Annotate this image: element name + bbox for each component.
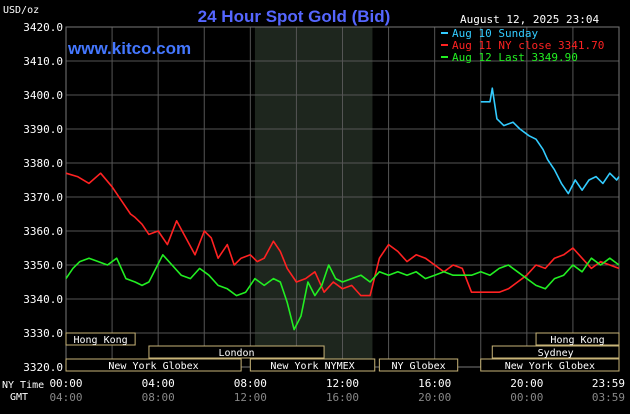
y-tick-label: 3340.0 — [23, 293, 63, 306]
session-bar — [148, 345, 325, 359]
x-tick-label-gmt: 08:00 — [142, 391, 175, 404]
x-tick-label-ny: 04:00 — [142, 377, 175, 390]
y-axis-unit-label: USD/oz — [3, 5, 39, 16]
y-tick-label: 3360.0 — [23, 225, 63, 238]
session-bar — [65, 358, 242, 372]
x-tick-label-gmt: 03:59 — [592, 391, 625, 404]
session-label: Hong Kong — [550, 335, 604, 346]
y-tick-label: 3380.0 — [23, 157, 63, 170]
session-label: Hong Kong — [73, 335, 127, 346]
x-tick-label-gmt: 04:00 — [49, 391, 82, 404]
chart-title: 24 Hour Spot Gold (Bid) — [198, 7, 391, 26]
market-sessions: Hong Kong London New York Globex New York N… — [65, 332, 620, 372]
x-tick-label-gmt: 16:00 — [326, 391, 359, 404]
session-bar — [249, 358, 376, 372]
session-label: London — [218, 348, 254, 359]
y-tick-label: 3370.0 — [23, 191, 63, 204]
x-tick-label-gmt: 12:00 — [234, 391, 267, 404]
series-line — [480, 87, 620, 195]
series-line — [65, 172, 620, 297]
x-tick-label-ny: 08:00 — [234, 377, 267, 390]
y-tick-label: 3390.0 — [23, 123, 63, 136]
x-tick-label-ny: 12:00 — [326, 377, 359, 390]
session-bar — [378, 358, 459, 372]
x-tick-label-ny: 00:00 — [49, 377, 82, 390]
y-tick-label: 3350.0 — [23, 259, 63, 272]
y-tick-label: 3330.0 — [23, 327, 63, 340]
x-tick-label-gmt: 20:00 — [418, 391, 451, 404]
chart-timestamp: August 12, 2025 23:04 — [460, 13, 599, 26]
legend-item: Aug 10 Sunday — [452, 27, 538, 40]
series-lines — [65, 87, 620, 331]
y-tick-label: 3420.0 — [23, 21, 63, 34]
session-bar — [535, 332, 620, 346]
x-tick-label-ny: 23:59 — [592, 377, 625, 390]
y-tick-label: 3410.0 — [23, 55, 63, 68]
x-tick-label-gmt: 00:00 — [510, 391, 543, 404]
x-axis-gmt-label: GMT — [10, 392, 28, 403]
session-label: New York Globex — [505, 361, 595, 372]
x-axis: NY Time GMT 00:0004:0004:0008:0008:0012:… — [2, 377, 625, 404]
session-label: New York NYMEX — [270, 361, 354, 372]
x-tick-label-ny: 16:00 — [418, 377, 451, 390]
session-label: Sydney — [538, 348, 574, 359]
session-bar — [491, 345, 620, 359]
x-tick-label-ny: 20:00 — [510, 377, 543, 390]
session-bar — [480, 358, 620, 372]
session-bar — [65, 332, 136, 346]
y-tick-label: 3320.0 — [23, 361, 63, 374]
y-axis: USD/oz 3420.0 3410.0 3400.0 3390.0 3380.0 337… — [3, 5, 63, 374]
y-tick-label: 3400.0 — [23, 89, 63, 102]
legend-item: Aug 11 NY close 3341.70 — [452, 39, 604, 52]
session-label: NY Globex — [391, 361, 445, 372]
series-line — [65, 254, 620, 331]
x-axis-ny-time-label: NY Time — [2, 380, 44, 391]
session-label: New York Globex — [108, 361, 198, 372]
legend-item: Aug 12 Last 3349.90 — [452, 51, 578, 64]
kitco-brand-link: www.kitco.com — [67, 39, 191, 58]
